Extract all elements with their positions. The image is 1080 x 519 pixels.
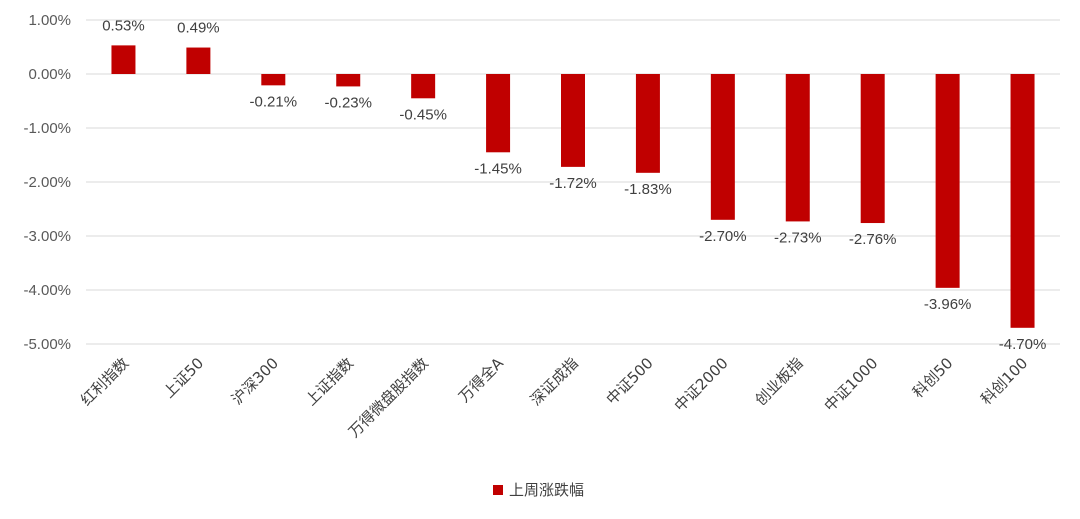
y-tick-label: -1.00% (23, 120, 71, 137)
data-label: -2.70% (699, 228, 747, 245)
y-tick-label: -4.00% (23, 282, 71, 299)
y-tick-label: -3.00% (23, 228, 71, 245)
data-label: 0.49% (177, 20, 220, 37)
bar (561, 74, 585, 167)
bar (186, 47, 211, 74)
y-axis-tick-labels: 1.00% 0.00% -1.00% -2.00% -3.00% -4.00% -5.00% (23, 12, 71, 353)
y-tick-label: 0.00% (28, 66, 71, 83)
bar (111, 45, 136, 74)
x-tick-label: 红利指数 (77, 354, 132, 409)
legend: 上周涨跌幅 (493, 481, 584, 499)
bar (935, 74, 960, 288)
bar (486, 74, 511, 153)
x-tick-label: 沪深300 (228, 354, 282, 408)
bar (785, 74, 810, 222)
data-label: -1.83% (624, 181, 672, 198)
y-tick-label: 1.00% (28, 12, 71, 29)
x-tick-label: 上证50 (160, 354, 207, 401)
x-tick-label: 创业板指 (751, 354, 806, 409)
data-label: -3.96% (924, 296, 972, 313)
legend-label: 上周涨跌幅 (509, 481, 584, 499)
bar (336, 74, 361, 87)
data-label: -0.23% (324, 94, 372, 111)
bar (635, 74, 660, 173)
data-label: 0.53% (102, 17, 145, 34)
data-label: -1.45% (474, 160, 522, 177)
bar (860, 74, 885, 224)
bar (261, 74, 286, 86)
x-tick-label: 万得全A (455, 354, 507, 406)
bar (710, 74, 735, 220)
y-tick-label: -5.00% (23, 336, 71, 353)
data-label: -2.73% (774, 229, 822, 246)
data-label: -0.21% (250, 93, 298, 110)
x-tick-label: 中证1000 (821, 354, 882, 415)
x-tick-label: 中证2000 (671, 354, 732, 415)
data-label: -4.70% (999, 336, 1047, 353)
x-tick-label: 万得微盘股指数 (345, 354, 432, 441)
data-labels: 0.53% 0.49% -0.21% -0.23% -0.45% -1.45% -1.72%… (102, 17, 1046, 352)
data-label: -0.45% (399, 106, 447, 123)
x-tick-label: 深证成指 (527, 354, 582, 409)
x-tick-label: 科创50 (909, 354, 956, 401)
y-tick-label: -2.00% (23, 174, 71, 191)
bar (1010, 74, 1035, 328)
bar (411, 74, 436, 99)
x-tick-label: 科创100 (977, 354, 1031, 408)
x-tick-label: 中证500 (603, 354, 657, 408)
legend-swatch (493, 485, 503, 495)
data-label: -1.72% (549, 175, 597, 192)
bars (111, 45, 1035, 328)
data-label: -2.76% (849, 231, 897, 248)
x-tick-label: 上证指数 (302, 354, 357, 409)
